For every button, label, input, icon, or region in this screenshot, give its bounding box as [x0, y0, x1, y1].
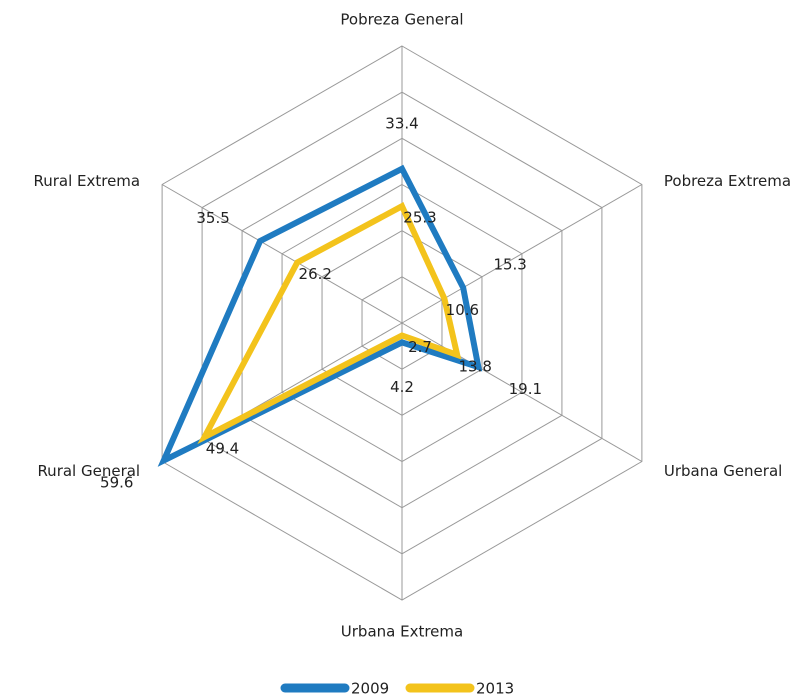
data-label: 59.6	[100, 474, 133, 492]
data-label: 25.3	[403, 209, 436, 227]
axis-label: Urbana General	[664, 462, 782, 480]
data-label: 33.4	[385, 114, 418, 132]
axis-label: Pobreza Extrema	[664, 172, 791, 190]
spoke	[161, 184, 403, 324]
data-label: 10.6	[446, 301, 479, 319]
data-label: 2.7	[408, 338, 432, 356]
axis-label: Rural General	[37, 462, 140, 480]
legend-label: 2013	[476, 680, 514, 698]
axis-label: Rural Extrema	[33, 172, 140, 190]
axis-label: Pobreza General	[340, 11, 463, 29]
axis-label: Urbana Extrema	[341, 623, 463, 641]
data-label: 35.5	[196, 209, 229, 227]
legend-label: 2009	[351, 680, 389, 698]
data-label: 4.2	[390, 378, 414, 396]
spoke	[401, 322, 643, 462]
data-label: 19.1	[509, 380, 542, 398]
data-label: 15.3	[493, 256, 526, 274]
data-label: 26.2	[299, 265, 332, 283]
data-label: 13.8	[458, 357, 491, 375]
series-line	[157, 164, 483, 467]
series-line	[197, 202, 462, 445]
data-label: 49.4	[206, 440, 239, 458]
